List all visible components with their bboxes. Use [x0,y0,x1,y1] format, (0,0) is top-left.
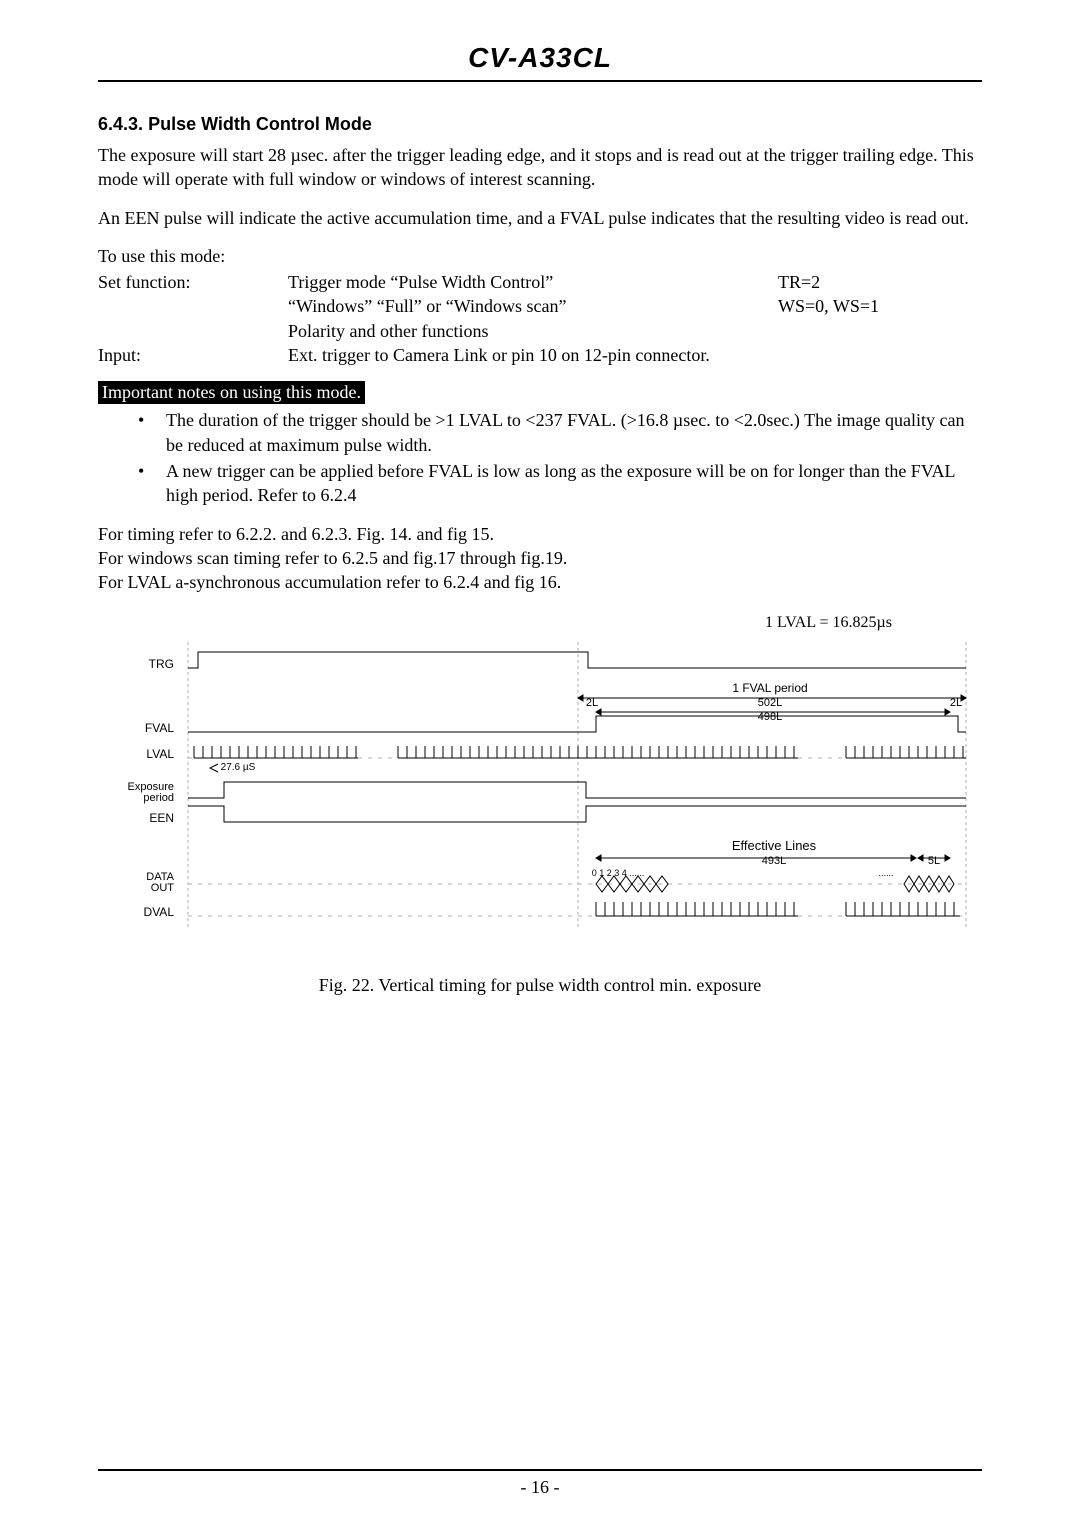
svg-text:1 FVAL period: 1 FVAL period [732,681,807,695]
table-row: Set function: Trigger mode “Pulse Width … [98,270,982,294]
page-title: CV-A33CL [98,42,982,82]
list-item: A new trigger can be applied before FVAL… [138,459,982,508]
svg-text:DVAL: DVAL [144,905,175,919]
svg-text:OUT: OUT [151,882,175,894]
cell: WS=0, WS=1 [778,294,982,318]
cell [98,294,288,318]
ref-line: For LVAL a-synchronous accumulation refe… [98,570,982,594]
svg-text:period: period [143,792,174,804]
section-heading: 6.4.3. Pulse Width Control Mode [98,114,982,135]
table-row: “Windows” “Full” or “Windows scan” WS=0,… [98,294,982,318]
svg-text:493L: 493L [762,855,786,867]
svg-text:5L: 5L [928,855,940,867]
section-title: Pulse Width Control Mode [148,114,372,134]
section-number: 6.4.3. [98,114,143,134]
cell [778,319,982,343]
cell: Ext. trigger to Camera Link or pin 10 on… [288,343,778,367]
notes-list: The duration of the trigger should be >1… [98,408,982,507]
mode-table: Set function: Trigger mode “Pulse Width … [98,270,982,367]
cell: Set function: [98,270,288,294]
timing-diagram: 1 LVAL = 16.825µs TRGFVALLVALExposureper… [98,614,982,941]
paragraph: An EEN pulse will indicate the active ac… [98,206,982,230]
svg-text:498L: 498L [758,711,782,723]
timing-svg: TRGFVALLVALExposureperiodEENDATAOUTDVAL2… [98,636,982,936]
highlight-heading: Important notes on using this mode. [98,381,365,404]
page-footer: - 16 - [98,1469,982,1498]
cell [98,319,288,343]
cell: TR=2 [778,270,982,294]
cell: Polarity and other functions [288,319,778,343]
cell: “Windows” “Full” or “Windows scan” [288,294,778,318]
ref-line: For timing refer to 6.2.2. and 6.2.3. Fi… [98,522,982,546]
cell: Trigger mode “Pulse Width Control” [288,270,778,294]
table-row: Input: Ext. trigger to Camera Link or pi… [98,343,982,367]
figure-caption: Fig. 22. Vertical timing for pulse width… [98,975,982,996]
svg-text:502L: 502L [758,697,782,709]
svg-text:2L: 2L [586,697,598,709]
page-number: - 16 - [521,1477,560,1497]
paragraph: The exposure will start 28 µsec. after t… [98,143,982,192]
cell: Input: [98,343,288,367]
svg-text:LVAL: LVAL [146,747,174,761]
cell [778,343,982,367]
subheading: To use this mode: [98,244,982,268]
list-item: The duration of the trigger should be >1… [138,408,982,457]
svg-text:EEN: EEN [149,811,174,825]
svg-text:TRG: TRG [149,657,174,671]
table-row: Polarity and other functions [98,319,982,343]
svg-text:0 1 2 3 4 ......: 0 1 2 3 4 ...... [592,868,645,878]
svg-text:Effective Lines: Effective Lines [732,838,817,853]
svg-text:2L: 2L [950,697,962,709]
ref-line: For windows scan timing refer to 6.2.5 a… [98,546,982,570]
svg-text:......: ...... [878,868,893,878]
lval-note: 1 LVAL = 16.825µs [98,614,982,632]
svg-text:27.6 µS: 27.6 µS [221,762,256,773]
svg-text:FVAL: FVAL [145,721,174,735]
